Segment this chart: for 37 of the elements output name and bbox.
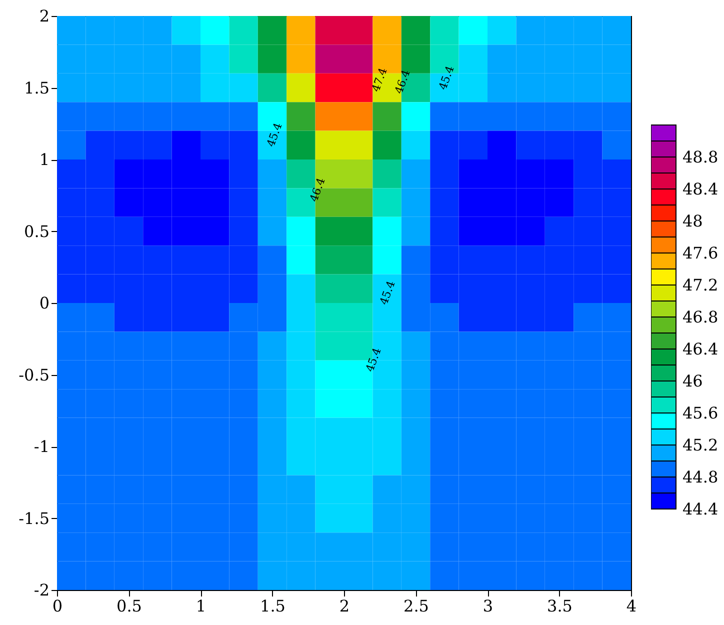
color-bar-label: 45.2 bbox=[682, 436, 718, 454]
annotation: 46.4 bbox=[307, 176, 328, 204]
y-tick-label: -1.5 bbox=[18, 508, 50, 528]
x-tick-label: 0 bbox=[52, 596, 63, 616]
x-tick-label: 1 bbox=[196, 596, 206, 616]
color-bar-label: 48.8 bbox=[682, 148, 718, 166]
x-tick-label: 2 bbox=[339, 596, 350, 616]
color-bar-label: 47.6 bbox=[682, 244, 718, 262]
y-tick-label: 2 bbox=[39, 6, 50, 26]
x-tick-label: 3.5 bbox=[547, 596, 572, 616]
color-bar-label: 48.4 bbox=[682, 180, 718, 198]
y-tick-label: 1.5 bbox=[24, 78, 50, 98]
y-tick-label: -1 bbox=[34, 437, 50, 456]
x-tick-label: 0.5 bbox=[116, 596, 142, 616]
color-bar-label: 47.2 bbox=[682, 276, 718, 294]
color-bar-label: 44.8 bbox=[682, 468, 718, 486]
y-tick-label: 1 bbox=[39, 150, 50, 169]
color-bar-label: 46.4 bbox=[682, 340, 718, 358]
x-tick-label: 1.5 bbox=[260, 596, 286, 616]
x-tick-label: 3 bbox=[482, 596, 494, 616]
annotation: 45.4 bbox=[264, 121, 285, 149]
annotation: 47.4 bbox=[369, 66, 390, 94]
annotation: 46.4 bbox=[392, 68, 413, 96]
annotation: 45.4 bbox=[436, 64, 457, 92]
color-bar-label: 48 bbox=[682, 212, 703, 230]
y-tick-label: 0.5 bbox=[24, 222, 50, 241]
y-tick-label: 0 bbox=[39, 294, 50, 312]
annotation: 45.4 bbox=[377, 279, 398, 307]
annotation: 45.4 bbox=[363, 346, 384, 374]
color-bar-label: 46.8 bbox=[682, 308, 718, 326]
x-tick-label: 2.5 bbox=[404, 596, 429, 616]
color-bar-label: 45.6 bbox=[682, 404, 718, 422]
y-tick-label: -2 bbox=[34, 580, 50, 600]
color-bar-label: 44.4 bbox=[682, 500, 718, 518]
y-tick-label: -0.5 bbox=[18, 365, 50, 384]
color-bar-label: 46 bbox=[682, 372, 703, 390]
x-tick-label: 4 bbox=[626, 596, 637, 616]
